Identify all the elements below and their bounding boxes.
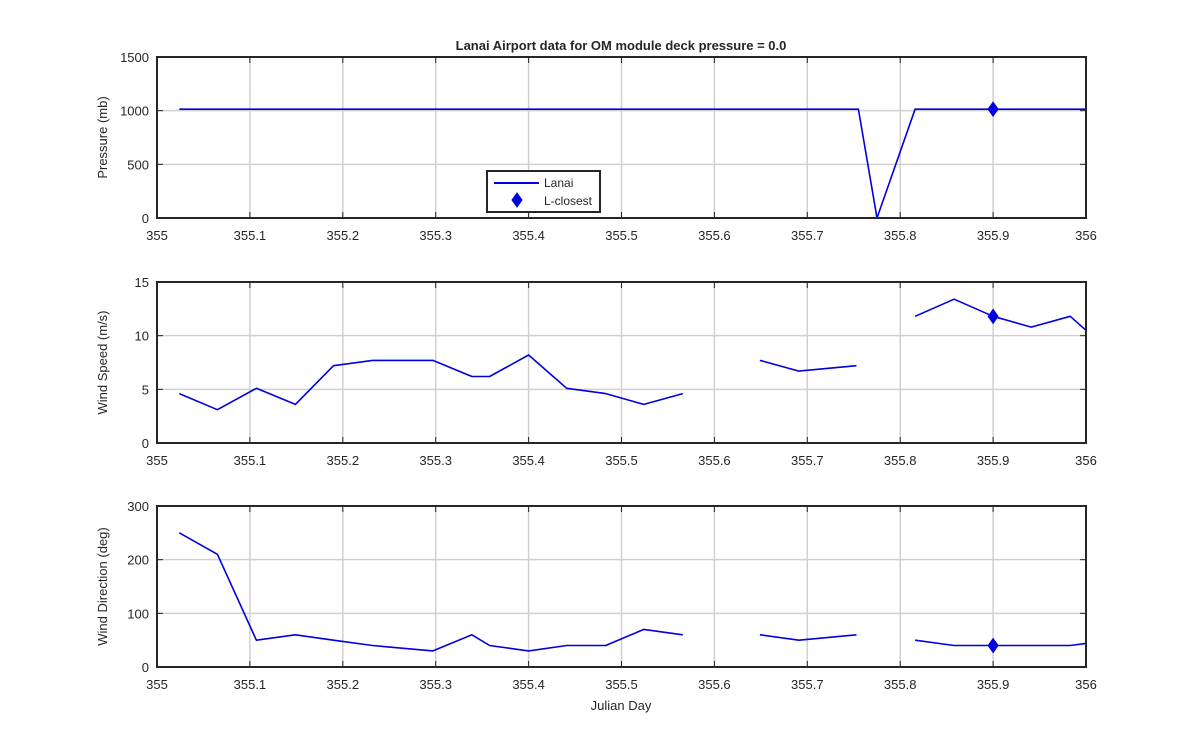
wind-speed-x-tick-label: 356 (1075, 453, 1097, 468)
pressure-closest-marker (987, 101, 999, 118)
pressure-panel: 355 355.1 355.2 355.3 355.4 355.5 355.6 355.7 35… (95, 50, 1097, 243)
pressure-y-tick-label: 1500 (120, 50, 149, 65)
pressure-x-tick-label: 355.6 (698, 228, 731, 243)
legend-label-l-closest: L-closest (544, 194, 593, 208)
wind-direction-series-line (759, 634, 857, 642)
pressure-x-tick-label: 355.2 (327, 228, 360, 243)
wind-speed-closest-marker (987, 308, 999, 325)
wind-direction-x-tick-label: 355.7 (791, 677, 824, 692)
wind-speed-x-tick-label: 355.8 (884, 453, 917, 468)
wind-direction-panel: 355 355.1 355.2 355.3 355.4 355.5 355.6 355.7 35… (95, 499, 1097, 692)
wind-speed-y-tick-label: 10 (135, 329, 149, 344)
wind-direction-x-tick-label: 355.4 (512, 677, 545, 692)
figure-title: Lanai Airport data for OM module deck pr… (456, 38, 787, 53)
wind-direction-x-tick-label: 355.6 (698, 677, 731, 692)
wind-speed-x-tick-label: 355 (146, 453, 168, 468)
wind-speed-x-tick-label: 355.4 (512, 453, 545, 468)
pressure-x-tick-label: 355.9 (977, 228, 1010, 243)
pressure-x-tick-label: 355.5 (605, 228, 638, 243)
legend-diamond-swatch (511, 192, 523, 208)
wind-speed-y-tick-label: 15 (135, 275, 149, 290)
wind-speed-series-line (759, 359, 857, 372)
wind-direction-axes-box (156, 505, 1087, 668)
wind-direction-x-tick-label: 355.1 (234, 677, 267, 692)
pressure-x-tick-label: 355.8 (884, 228, 917, 243)
pressure-x-tick-label: 355.7 (791, 228, 824, 243)
wind-direction-series-line (914, 639, 1087, 647)
wind-direction-x-tick-label: 355 (146, 677, 168, 692)
pressure-y-tick-label: 500 (127, 157, 149, 172)
legend-label-lanai: Lanai (544, 176, 573, 190)
wind-speed-x-tick-label: 355.6 (698, 453, 731, 468)
wind-direction-x-tick-label: 355.8 (884, 677, 917, 692)
pressure-y-tick-label: 1000 (120, 104, 149, 119)
wind-direction-y-tick-label: 300 (127, 499, 149, 514)
wind-speed-x-tick-label: 355.3 (419, 453, 452, 468)
wind-speed-x-tick-label: 355.9 (977, 453, 1010, 468)
pressure-axes-box (156, 56, 1087, 219)
wind-speed-axes-box (156, 281, 1087, 444)
pressure-x-tick-label: 355.1 (234, 228, 267, 243)
pressure-x-tick-label: 355.3 (419, 228, 452, 243)
wind-direction-x-tick-label: 356 (1075, 677, 1097, 692)
wind-direction-y-axis-label: Wind Direction (deg) (95, 527, 110, 646)
wind-direction-y-tick-label: 100 (127, 606, 149, 621)
pressure-x-tick-label: 355.4 (512, 228, 545, 243)
wind-speed-x-tick-label: 355.1 (234, 453, 267, 468)
wind-direction-x-tick-label: 355.5 (605, 677, 638, 692)
pressure-y-tick-label: 0 (142, 211, 149, 226)
wind-speed-series-line (914, 298, 1087, 331)
legend-box (486, 170, 601, 213)
pressure-y-axis-label: Pressure (mb) (95, 96, 110, 178)
wind-direction-closest-marker (987, 637, 999, 654)
wind-speed-y-axis-label: Wind Speed (m/s) (95, 310, 110, 414)
wind-speed-x-tick-label: 355.5 (605, 453, 638, 468)
wind-direction-y-tick-label: 0 (142, 660, 149, 675)
wind-direction-x-tick-label: 355.9 (977, 677, 1010, 692)
wind-direction-y-tick-label: 200 (127, 553, 149, 568)
wind-speed-y-tick-label: 5 (142, 382, 149, 397)
x-axis-label: Julian Day (591, 698, 652, 713)
wind-direction-series-line (178, 532, 683, 652)
wind-direction-x-tick-label: 355.3 (419, 677, 452, 692)
wind-direction-x-tick-label: 355.2 (327, 677, 360, 692)
wind-speed-x-tick-label: 355.2 (327, 453, 360, 468)
pressure-x-tick-label: 355 (146, 228, 168, 243)
pressure-x-tick-label: 356 (1075, 228, 1097, 243)
wind-speed-series-line (178, 354, 684, 411)
wind-speed-y-tick-label: 0 (142, 436, 149, 451)
wind-speed-x-tick-label: 355.7 (791, 453, 824, 468)
wind-speed-panel: 355 355.1 355.2 355.3 355.4 355.5 355.6 355.7 35… (95, 275, 1097, 468)
